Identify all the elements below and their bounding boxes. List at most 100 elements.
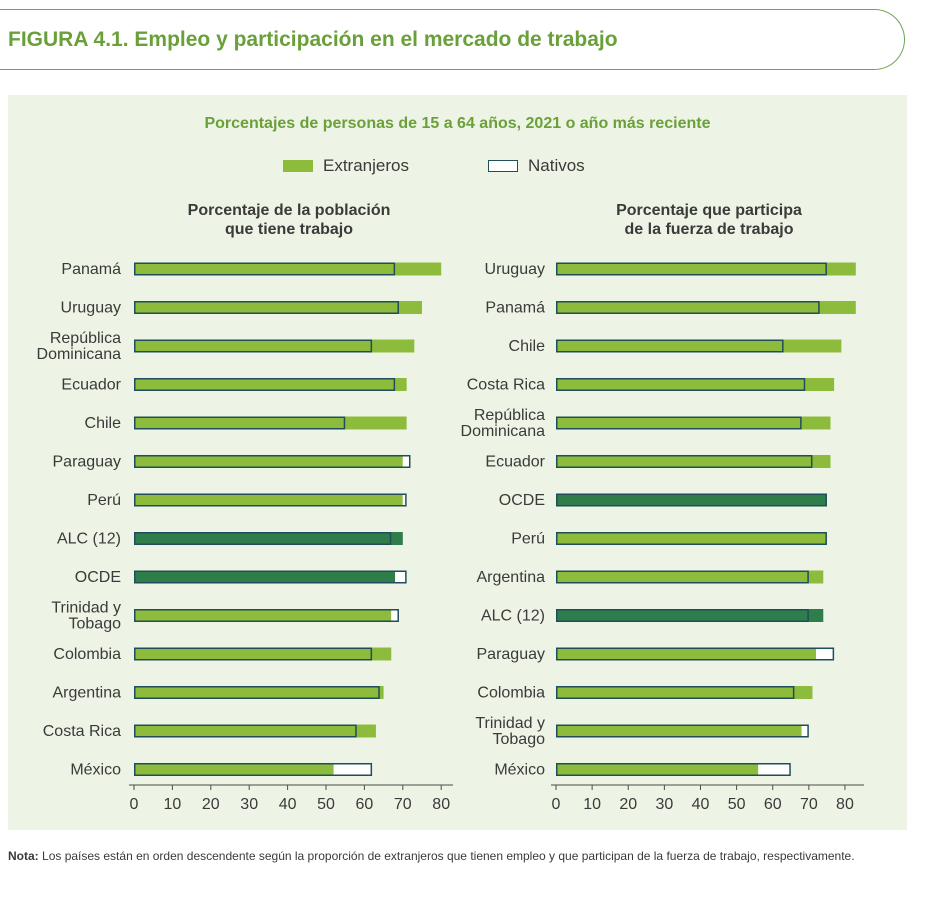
category-label-empleo: Argentina [53,685,122,702]
category-label-participacion: Paraguay [477,646,546,663]
bar-extranjeros-empleo [134,609,392,622]
bar-nativos-fill-empleo [402,494,407,506]
category-label-empleo: Perú [87,492,121,509]
bar-nativos-empleo [134,532,392,545]
x-tick-label-empleo: 0 [130,796,139,813]
category-label-empleo: México [70,762,121,779]
bar-nativos-fill-empleo [395,571,407,583]
x-tick-label-empleo: 70 [394,796,412,813]
bar-extranjeros-empleo [134,763,334,776]
bar-nativos-fill-empleo [391,609,399,622]
category-label-participacion: Colombia [477,685,545,702]
x-tick-label-participacion: 20 [619,796,637,813]
bar-nativos-participacion [556,609,809,622]
footnote-label: Nota: [8,849,39,863]
figure-header-frame [0,9,905,70]
category-label-empleo: OCDE [75,569,121,586]
category-label-participacion: Argentina [477,569,546,586]
category-label-participacion: ALC (12) [481,608,545,625]
category-label-empleo: Ecuador [61,377,121,394]
bar-extranjeros-participacion [556,493,827,507]
bar-extranjeros-participacion [556,532,827,545]
x-tick-label-empleo: 60 [356,796,374,813]
bar-nativos-participacion [556,686,795,699]
x-tick-label-participacion: 70 [800,796,818,813]
x-tick-label-empleo: 80 [432,796,450,813]
bar-extranjeros-participacion [556,724,802,738]
bar-nativos-empleo [134,378,396,391]
legend-swatch-extranjeros [283,160,313,172]
bar-nativos-participacion [556,416,802,430]
legend-swatch-nativos [488,160,518,172]
bar-extranjeros-empleo [134,493,403,507]
bar-nativos-participacion [556,763,791,776]
bar-extranjeros-participacion [556,416,831,430]
bar-nativos-fill-empleo [333,763,373,776]
category-label-participacion: Panamá [485,300,545,317]
bar-nativos-empleo [134,416,346,430]
x-tick-label-empleo: 30 [240,796,258,813]
bar-nativos-participacion [556,455,813,468]
category-label-participacion: República Dominicana [461,407,546,440]
bar-nativos-empleo [134,647,373,661]
x-tick-label-empleo: 10 [164,796,182,813]
x-tick-label-participacion: 60 [764,796,782,813]
bar-nativos-participacion [556,262,827,276]
category-label-empleo: Paraguay [53,454,122,471]
legend-label-nativos: Nativos [528,156,585,175]
category-label-participacion: Trinidad y Tobago [475,715,545,748]
category-label-empleo: Colombia [53,646,121,663]
x-tick-label-empleo: 20 [202,796,220,813]
bar-nativos-empleo [134,763,373,776]
category-label-empleo: República Dominicana [37,330,122,363]
bar-nativos-participacion [556,493,827,507]
x-tick-label-participacion: 0 [552,796,561,813]
category-label-empleo: Trinidad y Tobago [51,600,121,633]
bar-nativos-empleo [134,570,407,584]
bar-nativos-empleo [134,493,407,507]
bar-nativos-empleo [134,339,373,353]
x-tick-label-participacion: 10 [583,796,601,813]
bar-extranjeros-empleo [134,647,392,661]
bar-nativos-empleo [134,609,399,622]
bar-extranjeros-participacion [556,339,842,353]
bar-extranjeros-empleo [134,532,403,545]
x-tick-label-participacion: 40 [692,796,710,813]
x-tick-label-participacion: 80 [836,796,854,813]
bar-extranjeros-participacion [556,609,824,622]
bar-extranjeros-empleo [134,686,384,699]
bar-nativos-fill-participacion [801,725,809,737]
bar-extranjeros-participacion [556,763,759,776]
footnote: Nota: Los países están en orden descende… [8,849,913,864]
x-tick-label-empleo: 40 [279,796,297,813]
bar-extranjeros-participacion [556,647,817,661]
chart-title-participacion: Porcentaje que participa de la fuerza de… [616,202,802,238]
bar-nativos-fill-participacion [758,763,791,776]
chart-title-empleo: Porcentaje de la población que tiene tra… [187,202,391,238]
category-label-empleo: Costa Rica [43,723,121,740]
x-tick-label-empleo: 50 [317,796,335,813]
bar-nativos-participacion [556,647,835,661]
bar-nativos-empleo [134,724,357,738]
bar-nativos-participacion [556,378,806,391]
bar-extranjeros-empleo [134,339,415,353]
bar-extranjeros-empleo [134,262,442,276]
bar-nativos-participacion [556,570,809,584]
bar-extranjeros-participacion [556,570,824,584]
category-label-participacion: OCDE [499,492,545,509]
category-label-participacion: Chile [509,338,546,355]
bar-nativos-participacion [556,339,784,353]
bar-extranjeros-empleo [134,724,376,738]
bar-extranjeros-participacion [556,262,856,276]
category-label-participacion: Costa Rica [467,377,545,394]
bar-extranjeros-participacion [556,378,835,391]
bar-extranjeros-empleo [134,378,407,391]
category-label-empleo: Uruguay [61,300,121,317]
bar-nativos-participacion [556,724,809,738]
category-label-participacion: Ecuador [485,454,545,471]
category-label-participacion: México [494,762,545,779]
bar-extranjeros-participacion [556,455,831,468]
bar-nativos-participacion [556,301,820,314]
category-label-participacion: Perú [511,531,545,548]
